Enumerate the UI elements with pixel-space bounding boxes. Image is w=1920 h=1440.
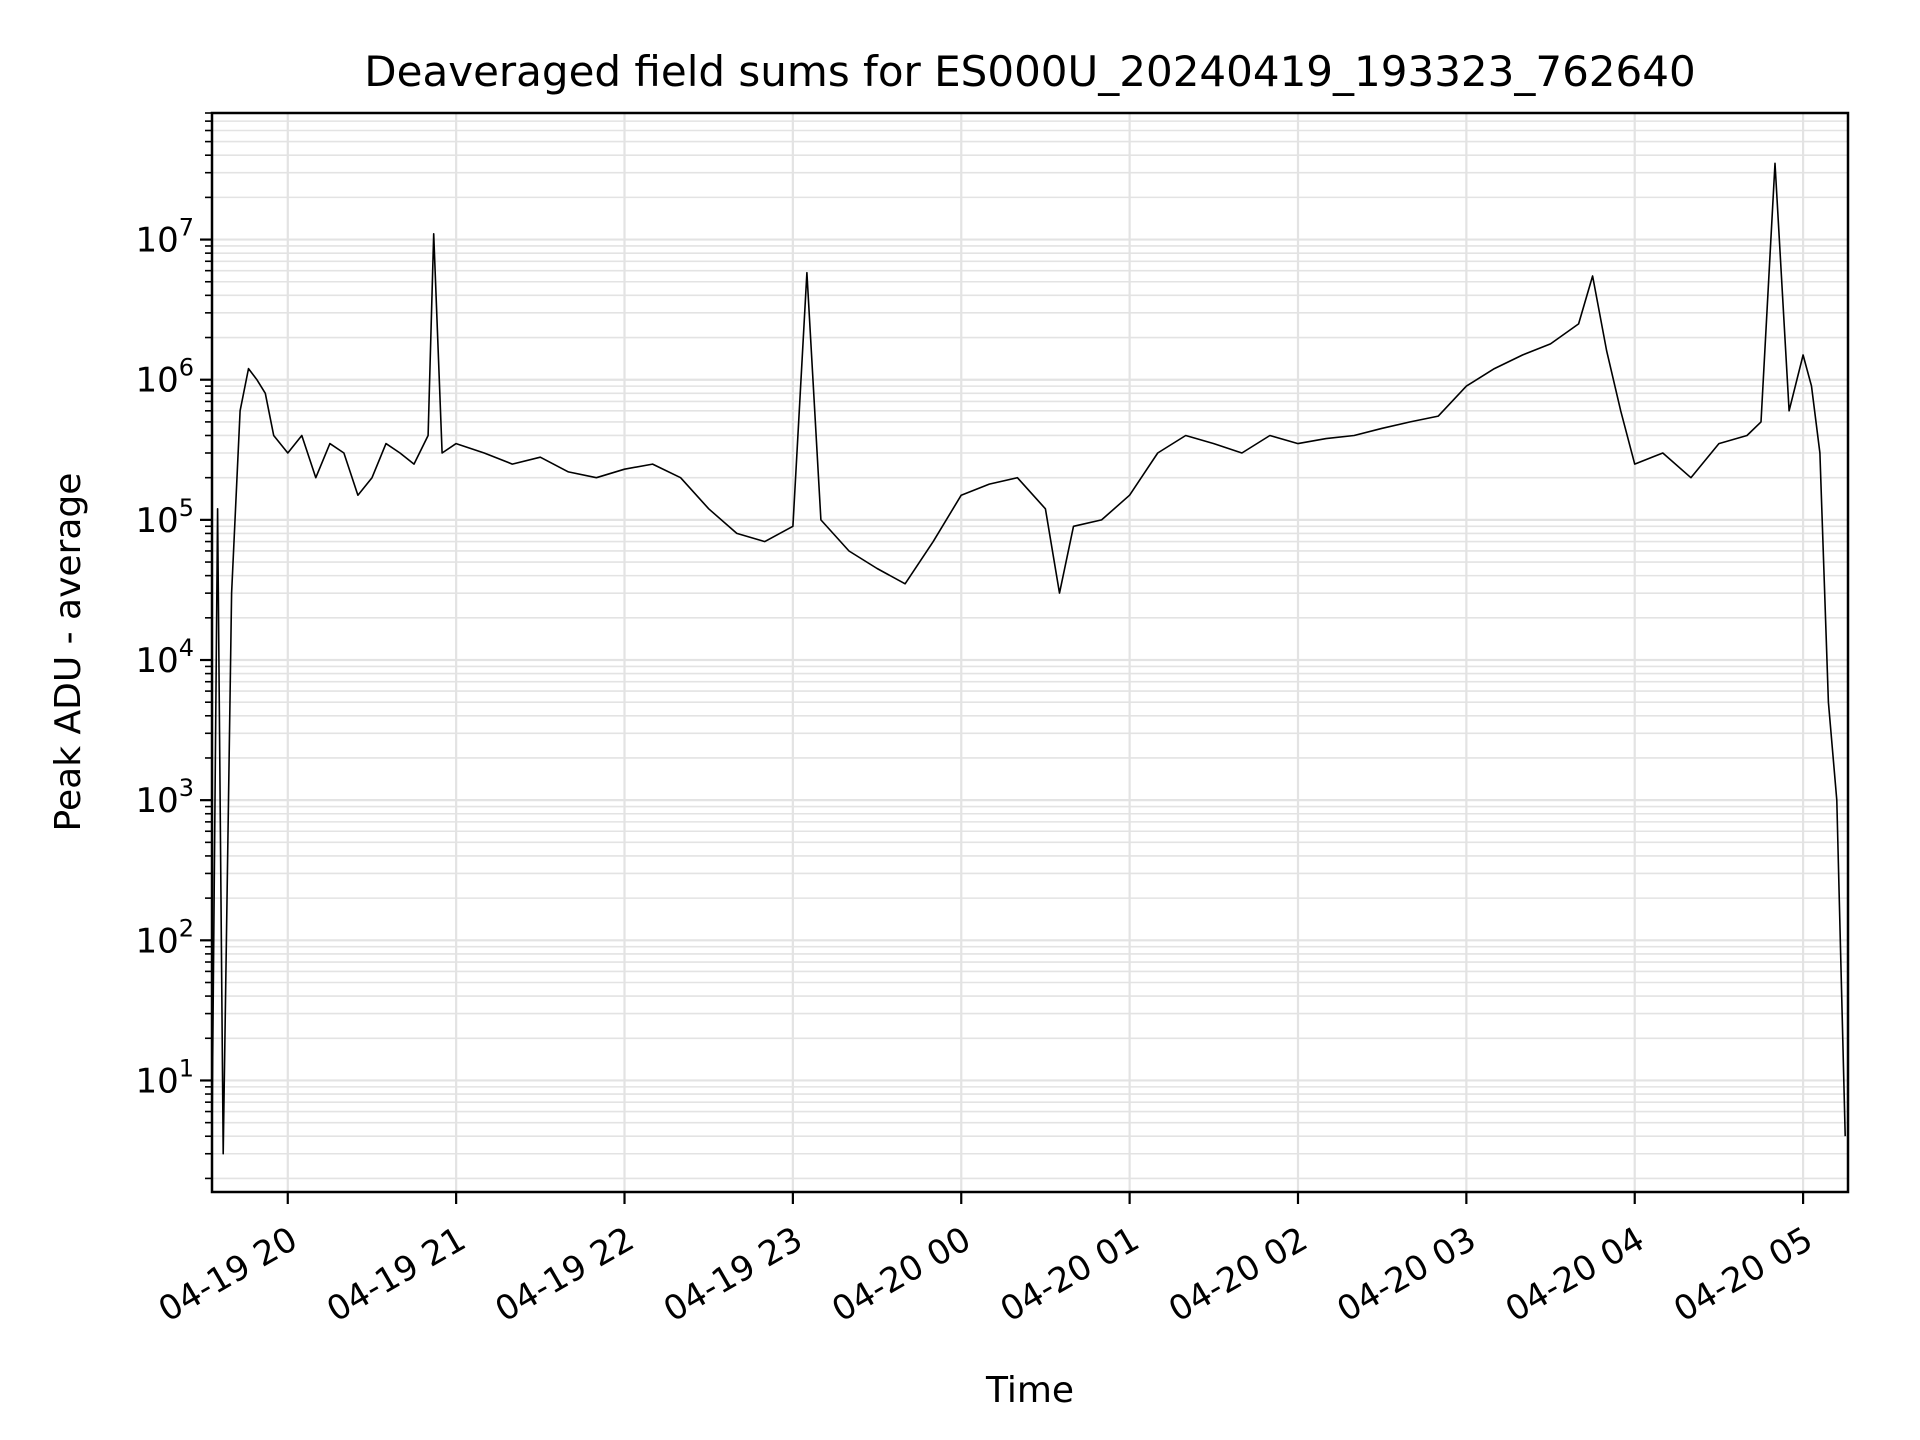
y-tick-label: 104: [135, 634, 194, 681]
y-tick-label: 105: [135, 494, 194, 541]
y-tick-label: 102: [135, 914, 194, 961]
series-line-group: [211, 162, 1846, 1155]
y-tick-label: 103: [135, 774, 194, 821]
chart-title: Deaveraged field sums for ES000U_2024041…: [364, 47, 1695, 96]
y-tick-label: 106: [135, 354, 194, 401]
plot-frame: [210, 111, 1850, 1194]
series-line-0: [211, 162, 1846, 1155]
y-tick-label: 101: [135, 1054, 194, 1101]
y-axis: 101 102 103 104 105 106 107: [135, 112, 212, 1180]
y-axis-label: Peak ADU - average: [48, 473, 89, 832]
x-axis-label: Time: [985, 1370, 1074, 1411]
y-tick-label: 107: [135, 214, 194, 261]
grid: [212, 112, 1848, 1192]
